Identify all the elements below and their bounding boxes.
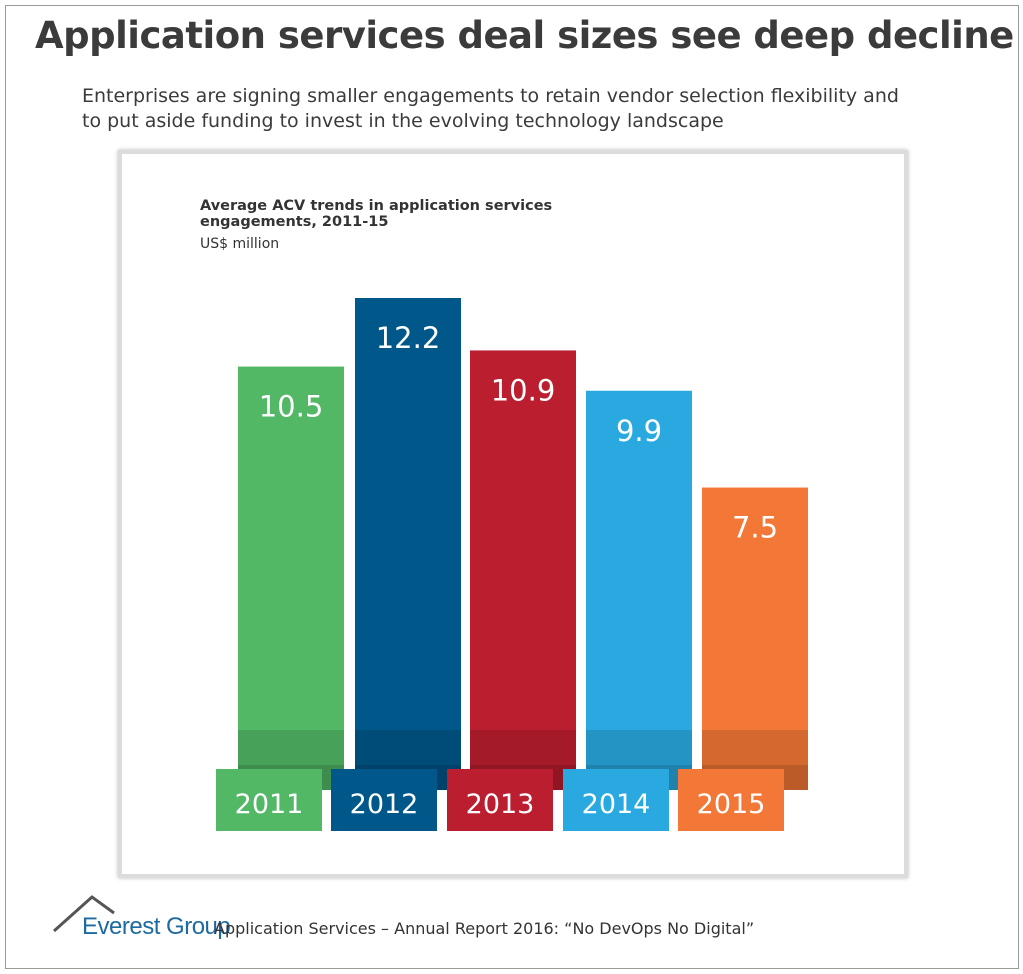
value-label: 7.5 [732,511,778,545]
footer: Everest Group Application Services – Ann… [52,893,812,943]
category-label: 2015 [697,789,766,820]
mountain-logo-icon [52,895,115,933]
value-label: 9.9 [616,414,662,448]
outer-frame [5,5,1019,969]
report-citation: Application Services – Annual Report 201… [214,919,755,938]
category-label: 2014 [582,789,651,820]
category-tab [563,769,669,831]
value-label: 10.5 [259,390,324,424]
value-label: 10.9 [491,373,556,407]
bar-2015 [702,487,808,790]
bar-2014 [586,390,692,790]
chart-title: Average ACV trends in application servic… [200,198,553,230]
value-label: 12.2 [376,321,441,355]
chart-unit-label: US$ million [200,236,280,252]
category-tab [331,769,437,831]
category-tab [678,769,784,831]
page-title: Application services deal sizes see deep… [35,14,1014,57]
category-tab [447,769,553,831]
category-label: 2013 [466,789,535,820]
category-label: 2012 [350,789,419,820]
category-tab [216,769,322,831]
brand-logo-text: Everest Group [82,913,231,940]
bar-2013 [470,350,576,790]
page-subtitle: Enterprises are signing smaller engageme… [82,85,899,132]
bar-2011 [238,366,344,790]
bar-2012 [355,298,461,790]
category-label: 2011 [235,789,304,820]
